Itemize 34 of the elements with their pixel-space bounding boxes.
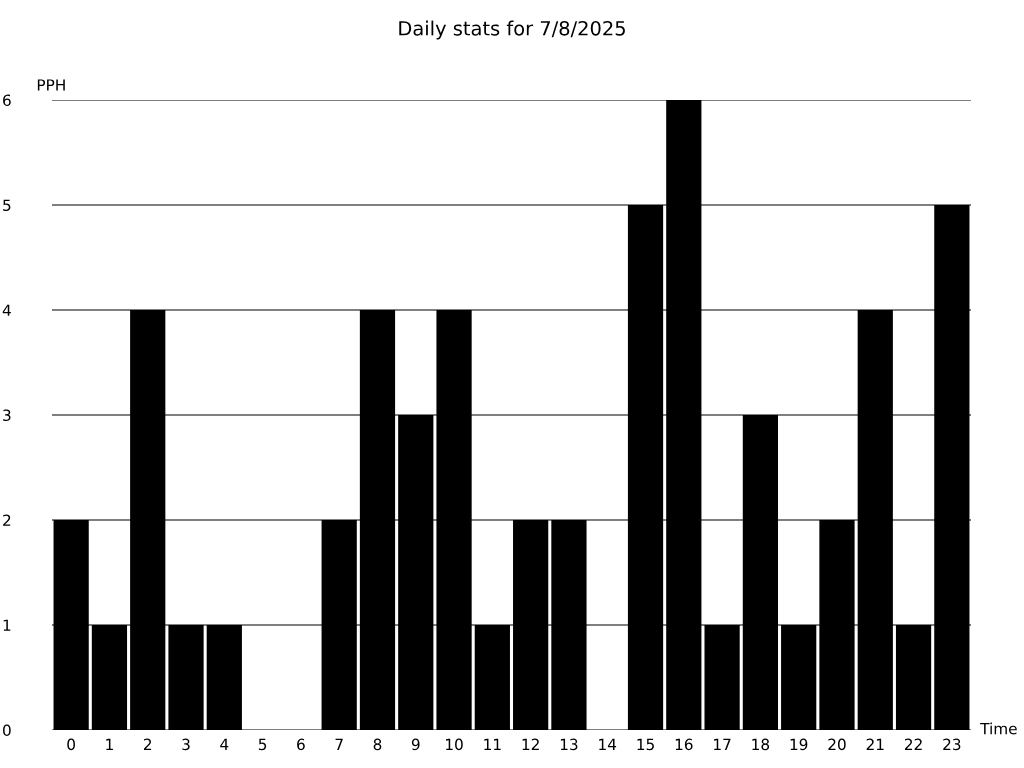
y-axis-title: PPH	[37, 79, 65, 91]
x-tick-label: 17	[714, 738, 731, 750]
y-tick-label: 1	[3, 619, 11, 631]
x-tick-label: 11	[484, 738, 501, 750]
x-tick-label: 22	[904, 738, 922, 750]
x-tick-label: 19	[790, 738, 808, 751]
y-tick-label: 0	[3, 724, 11, 737]
x-tick-label: 21	[866, 738, 884, 750]
x-tick-label: 6	[297, 738, 305, 751]
x-tick-label: 7	[335, 738, 343, 750]
x-tick-label: 4	[220, 738, 229, 750]
x-axis-title: Time	[980, 722, 1017, 735]
x-tick-label: 13	[560, 738, 578, 751]
x-tick-label: 3	[182, 738, 190, 751]
x-tick-label: 14	[599, 738, 617, 750]
y-tick-label: 6	[3, 94, 11, 107]
y-tick-label: 2	[3, 514, 11, 526]
x-tick-label: 5	[258, 738, 267, 751]
x-tick-label: 20	[828, 738, 846, 751]
x-tick-label: 15	[637, 738, 654, 751]
x-tick-label: 16	[675, 738, 693, 751]
x-tick-label: 23	[943, 738, 961, 751]
x-tick-label: 2	[143, 738, 152, 750]
x-tick-label: 8	[373, 738, 382, 751]
x-tick-label: 0	[67, 738, 75, 751]
x-tick-label: 10	[446, 738, 463, 751]
chart-title: Daily stats for 7/8/2025	[399, 20, 625, 40]
y-tick-label: 3	[3, 409, 11, 422]
x-tick-label: 9	[411, 738, 420, 751]
x-tick-label: 12	[522, 738, 539, 750]
x-tick-label: 18	[752, 738, 770, 751]
x-tick-label: 1	[106, 738, 113, 750]
y-tick-label: 4	[2, 304, 11, 316]
y-tick-label: 5	[3, 199, 11, 212]
